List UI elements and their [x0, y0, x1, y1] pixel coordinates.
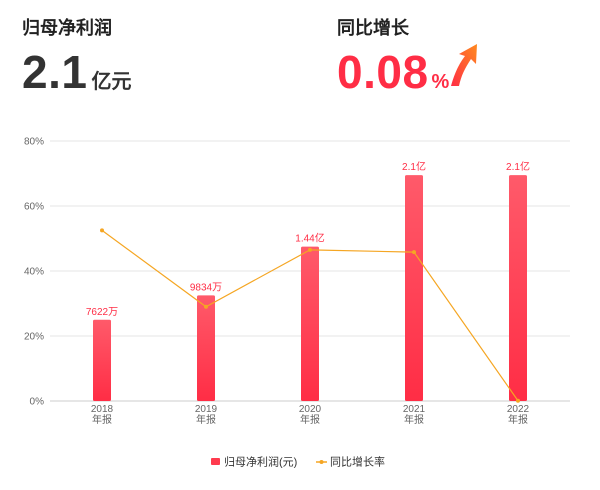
y-tick-label: 40%: [24, 267, 44, 278]
profit-kpi-value: 2.1: [22, 46, 88, 98]
growth-kpi-unit: %: [431, 71, 450, 93]
growth-kpi-label: 同比增长: [337, 18, 409, 38]
growth-kpi-value-row: 0.08%: [337, 44, 449, 100]
line-series: [100, 228, 520, 403]
chart-legend[interactable]: 归母净利润(元) 同比增长率: [211, 455, 385, 469]
line-point: [308, 247, 312, 252]
line-point: [100, 228, 104, 233]
profit-kpi-value-row: 2.1 亿元: [22, 44, 131, 100]
y-tick-label: 0%: [30, 397, 45, 408]
bar: [93, 319, 111, 401]
legend-line-marker: [319, 460, 324, 464]
bar-data-label: 1.44亿: [295, 232, 324, 245]
x-tick-label: 2018 年报: [91, 404, 114, 426]
bar-data-label: 9834万: [190, 282, 222, 293]
bar: [301, 246, 319, 401]
growth-kpi-value: 0.08: [337, 46, 429, 98]
line-point: [204, 304, 208, 309]
y-tick-label: 20%: [24, 332, 44, 343]
bar-data-label: 2.1亿: [402, 160, 426, 173]
bar-data-label: 7622万: [86, 307, 118, 318]
x-tick-label: 2019 年报: [195, 404, 218, 426]
arrow-up-right-icon: [451, 44, 477, 86]
x-axis-labels: 2018 年报 2019 年报 2020 年报 2021 年报 2022 年报: [91, 404, 530, 426]
y-tick-label: 80%: [24, 137, 44, 148]
y-tick-label: 60%: [24, 202, 44, 213]
bar: [405, 175, 423, 401]
legend-bar-swatch: [211, 458, 220, 465]
profit-kpi-label: 归母净利润: [22, 18, 112, 38]
line-point: [516, 398, 520, 403]
bar-series: [93, 175, 527, 401]
bar: [509, 175, 527, 401]
line-point: [412, 250, 416, 255]
x-tick-label: 2021 年报: [403, 404, 426, 426]
x-tick-label: 2020 年报: [299, 404, 322, 426]
profit-kpi-unit: 亿元: [91, 71, 132, 93]
x-tick-label: 2022 年报: [507, 404, 530, 426]
bar: [197, 295, 215, 401]
legend-bar-label: 归母净利润(元): [224, 455, 297, 469]
legend-line-label: 同比增长率: [330, 455, 385, 469]
bar-data-labels: 7622万 9834万 1.44亿 2.1亿 2.1亿: [86, 160, 530, 318]
bar-data-label: 2.1亿: [506, 160, 530, 173]
y-axis-ticks: 0% 20% 40% 60% 80%: [24, 137, 44, 408]
